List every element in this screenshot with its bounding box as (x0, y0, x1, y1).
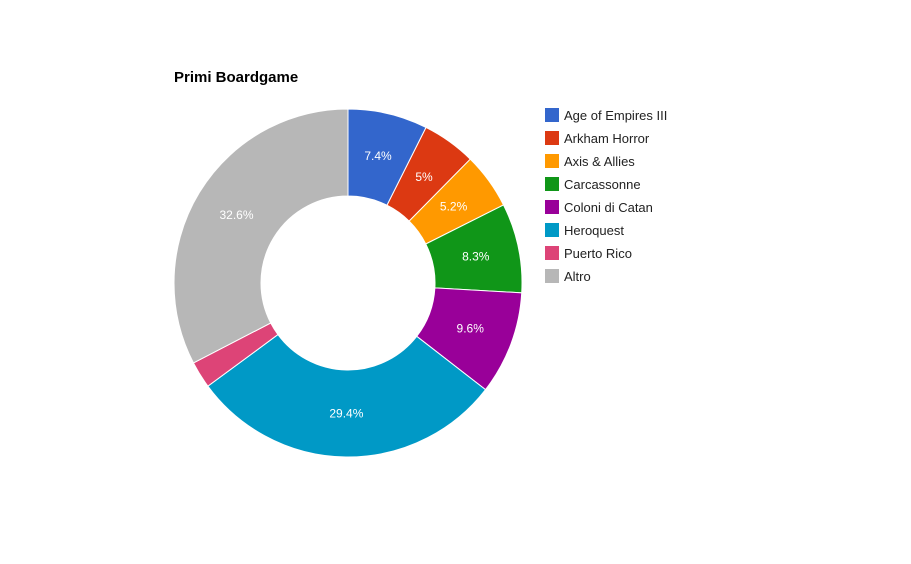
chart-legend: Age of Empires III Arkham Horror Axis & Al… (545, 108, 667, 284)
legend-label: Altro (564, 269, 591, 284)
legend-item[interactable]: Arkham Horror (545, 131, 650, 146)
chart-title: Primi Boardgame (174, 69, 298, 86)
slice-value-label: 5.2% (440, 199, 468, 213)
legend-swatch (545, 200, 559, 214)
legend-item[interactable]: Age of Empires III (545, 108, 667, 123)
legend-swatch (545, 223, 559, 237)
legend-swatch (545, 154, 559, 168)
slice-value-label: 7.4% (364, 149, 392, 163)
slice-altro[interactable] (173, 108, 349, 364)
slice-labels: 7.4% 5% 5.2% 8.3% 9.6% 29.4% 32.6% (220, 149, 490, 420)
legend-label: Puerto Rico (564, 246, 632, 261)
legend-label: Age of Empires III (564, 108, 667, 123)
legend-item[interactable]: Puerto Rico (545, 246, 632, 261)
legend-label: Coloni di Catan (564, 200, 653, 215)
slice-value-label: 29.4% (329, 406, 363, 420)
slice-value-label: 9.6% (457, 322, 485, 336)
legend-swatch (545, 246, 559, 260)
legend-swatch (545, 269, 559, 283)
legend-swatch (545, 108, 559, 122)
donut-slices (173, 108, 523, 458)
legend-item[interactable]: Heroquest (545, 223, 624, 238)
slice-value-label: 32.6% (220, 208, 254, 222)
legend-item[interactable]: Carcassonne (545, 177, 641, 192)
legend-item[interactable]: Altro (545, 269, 591, 284)
legend-label: Heroquest (564, 223, 624, 238)
legend-label: Arkham Horror (564, 131, 650, 146)
legend-label: Axis & Allies (564, 154, 635, 169)
legend-swatch (545, 131, 559, 145)
slice-value-label: 8.3% (462, 250, 490, 264)
legend-item[interactable]: Axis & Allies (545, 154, 635, 169)
slice-value-label: 5% (415, 170, 433, 184)
slice-heroquest[interactable] (207, 333, 487, 458)
legend-swatch (545, 177, 559, 191)
legend-item[interactable]: Coloni di Catan (545, 200, 653, 215)
legend-label: Carcassonne (564, 177, 641, 192)
